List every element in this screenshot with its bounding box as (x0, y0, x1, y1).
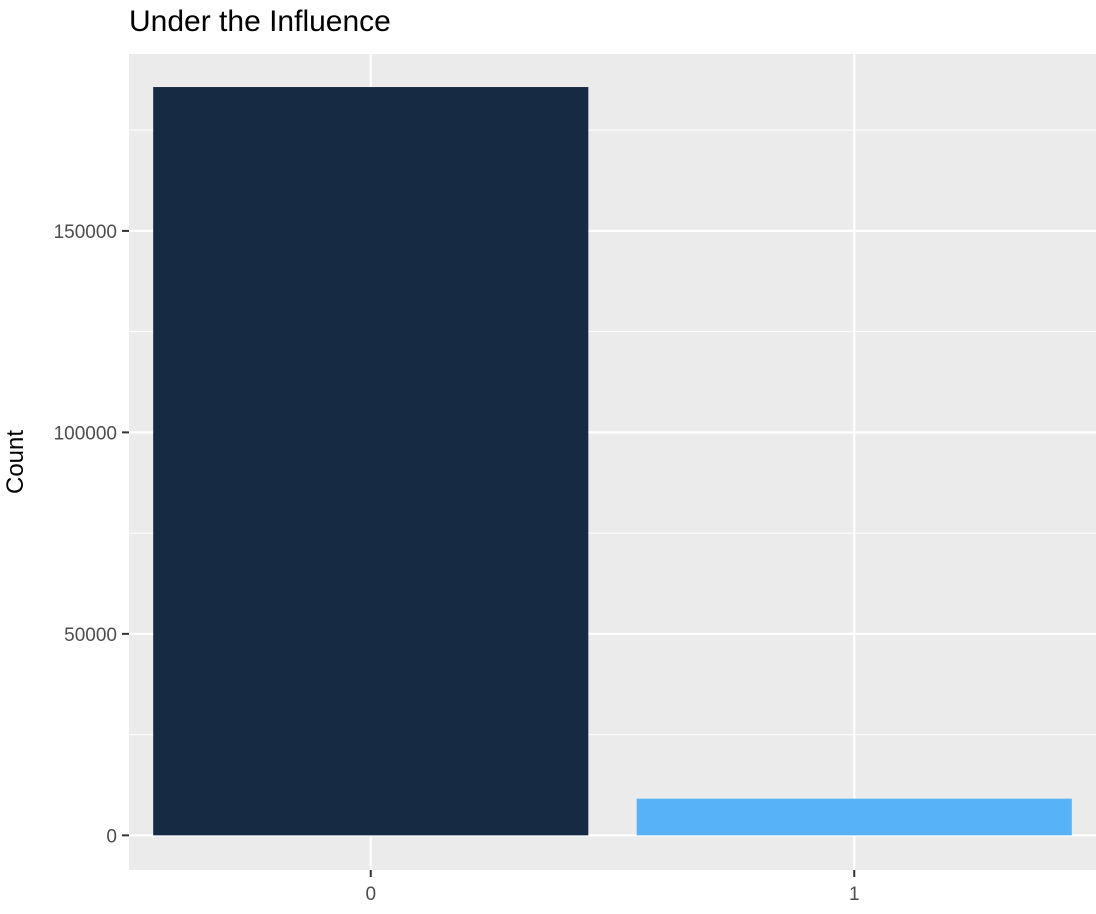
x-tick-label: 0 (365, 884, 376, 905)
bar-0 (153, 87, 589, 836)
bars (153, 87, 1072, 836)
y-axis: 0 50000 100000 150000 (54, 222, 129, 847)
y-tick-label: 50000 (64, 625, 117, 646)
y-tick-label: 150000 (54, 222, 117, 243)
bar-1 (636, 798, 1072, 836)
y-tick-label: 0 (106, 826, 117, 847)
y-tick-label: 100000 (54, 423, 117, 444)
y-axis-label: Count (2, 430, 29, 494)
chart-title: Under the Influence (129, 5, 391, 38)
x-tick-label: 1 (849, 884, 860, 905)
